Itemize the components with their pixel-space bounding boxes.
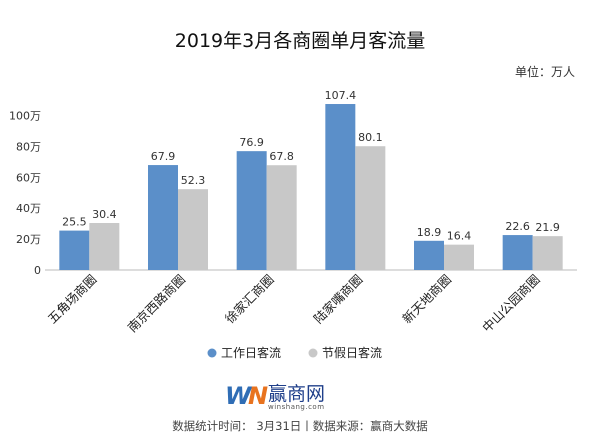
logo-name: 赢商网 (268, 383, 325, 405)
data-label: 107.4 (325, 89, 357, 102)
bar-weekday (148, 165, 178, 270)
logo-letter-w: W (225, 382, 253, 410)
logo-letter-n: N (248, 382, 268, 410)
data-label: 67.9 (151, 150, 176, 163)
bar-holiday (532, 236, 563, 270)
category-label: 中山公园商圈 (479, 272, 543, 336)
y-tick-label: 40万 (16, 202, 41, 215)
category-label: 陆家嘴商圈 (311, 272, 366, 327)
y-tick-label: 100万 (9, 109, 41, 122)
bar-holiday (355, 146, 386, 270)
category-label: 五角场商圈 (45, 272, 100, 327)
unit-label: 单位：万人 (515, 64, 575, 79)
bar-holiday (178, 189, 208, 270)
winshang-logo: W N 赢商网 winshang.com (225, 382, 325, 411)
legend-label: 工作日客流 (221, 345, 281, 360)
category-labels-group: 五角场商圈 南京西路商圈 徐家汇商圈 陆家嘴商圈 新天地商圈 中山公园商圈 (45, 272, 543, 336)
bars-group (59, 104, 563, 270)
chart-title: 2019年3月各商圈单月客流量 (175, 30, 425, 52)
y-tick-label: 20万 (16, 233, 41, 246)
y-tick-label: 80万 (16, 140, 41, 153)
legend-label: 节假日客流 (322, 345, 382, 360)
data-label: 52.3 (181, 174, 206, 187)
bar-holiday (89, 223, 120, 270)
data-label: 18.9 (417, 226, 442, 239)
data-labels-group: 25.5 30.4 67.9 52.3 76.9 67.8 107.4 80.1 18.9 16.… (62, 89, 560, 243)
bar-weekday (59, 230, 90, 270)
category-label: 南京西路商圈 (124, 272, 188, 336)
data-label: 80.1 (358, 131, 383, 144)
legend-marker (207, 348, 217, 358)
legend: 工作日客流 节假日客流 (207, 345, 382, 360)
data-label: 16.4 (447, 230, 472, 243)
data-label: 25.5 (62, 216, 87, 229)
bar-holiday (444, 244, 474, 270)
data-label: 21.9 (535, 221, 560, 234)
data-label: 30.4 (92, 208, 117, 221)
footer-note: 数据统计时间： 3月31日丨数据来源：赢商大数据 (172, 419, 428, 433)
bar-holiday (266, 165, 297, 270)
category-label: 徐家汇商圈 (222, 272, 277, 327)
bar-weekday (502, 235, 533, 270)
category-label: 新天地商圈 (399, 272, 454, 327)
bar-weekday (325, 104, 356, 270)
bar-weekday (236, 151, 267, 270)
y-tick-label: 60万 (16, 171, 41, 184)
bar-weekday (414, 240, 444, 270)
data-label: 67.8 (269, 150, 294, 163)
data-label: 22.6 (505, 220, 530, 233)
y-tick-label: 0 (34, 264, 41, 277)
data-label: 76.9 (239, 136, 264, 149)
y-axis: 0 20万 40万 60万 80万 100万 (9, 109, 41, 277)
logo-url: winshang.com (268, 403, 325, 411)
legend-marker (308, 348, 318, 358)
